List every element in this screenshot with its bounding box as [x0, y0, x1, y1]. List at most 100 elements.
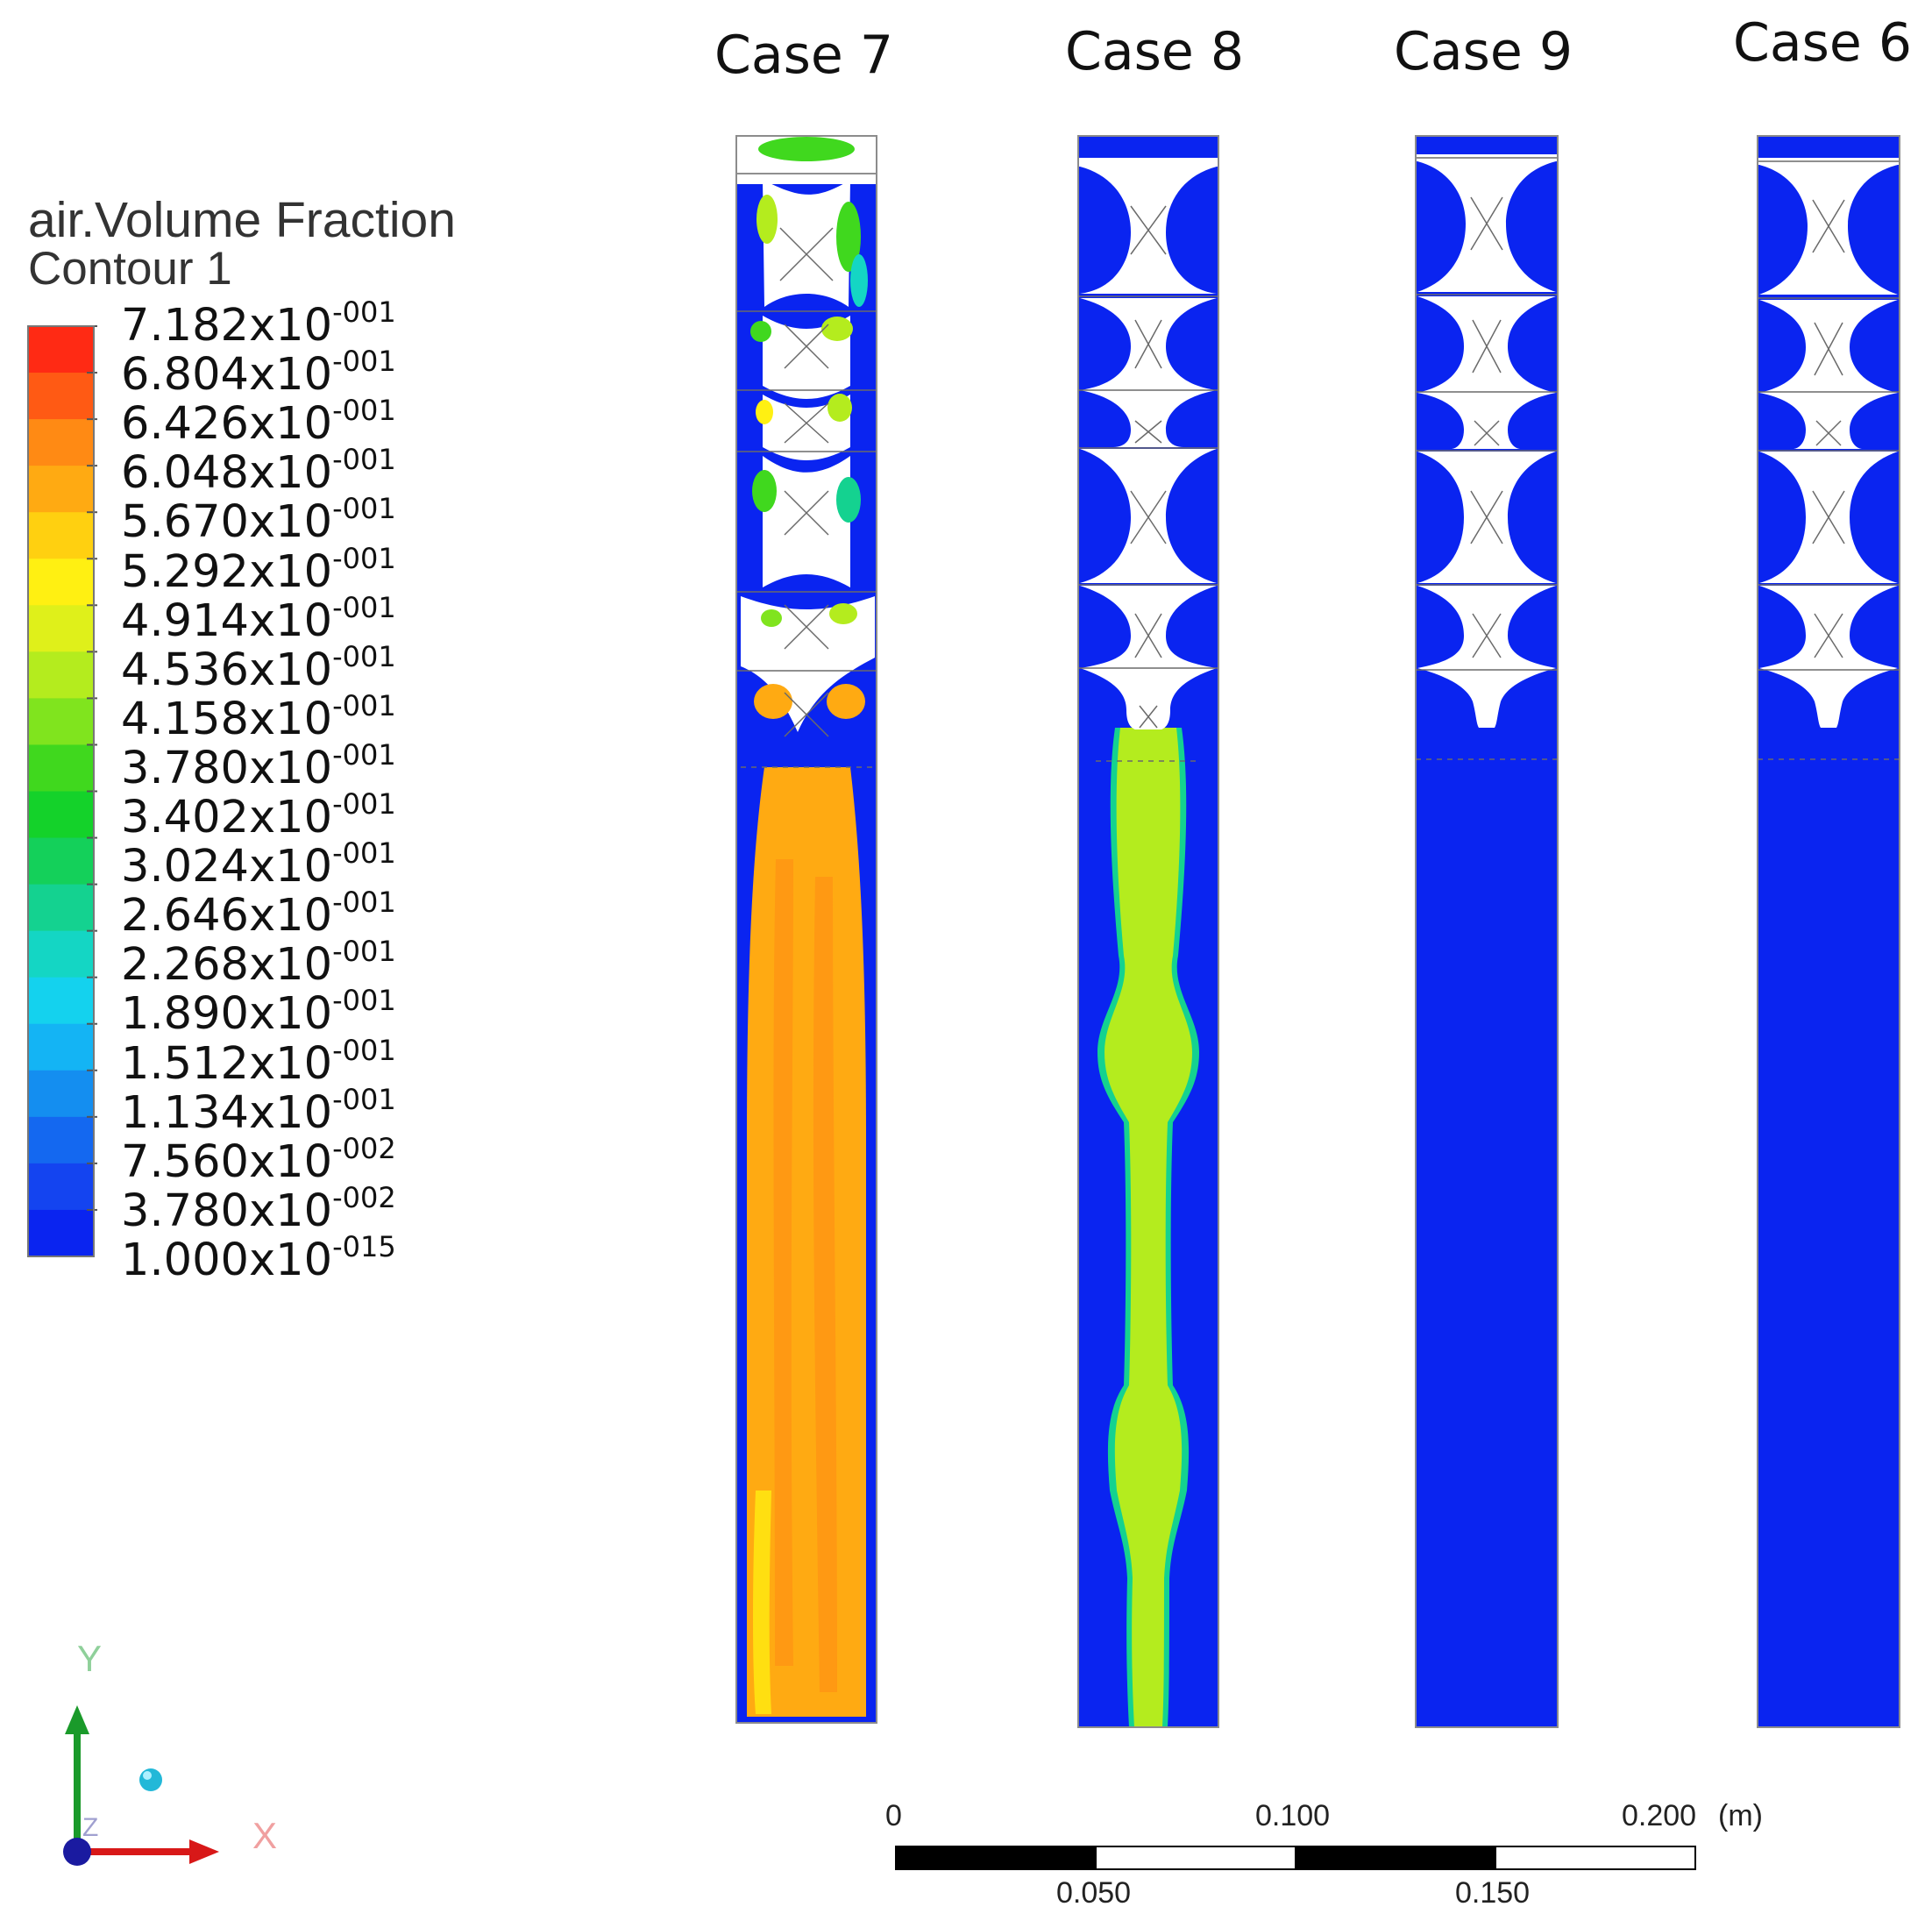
case-8-top-band — [1078, 158, 1218, 167]
scale-bar — [895, 1846, 1696, 1870]
colorbar-segment — [28, 977, 94, 1025]
case-7-outline — [735, 135, 877, 1724]
view-sphere-icon — [139, 1768, 162, 1791]
axis-triad — [63, 1705, 219, 1866]
colorbar-label-mantissa: 3.780x10 — [121, 1185, 333, 1237]
case-9-pocket — [1417, 668, 1556, 728]
colorbar-label-exponent: -001 — [332, 345, 396, 379]
case-7-pocket — [741, 596, 875, 732]
colorbar-segment — [28, 419, 94, 466]
colorbar-label-exponent: -001 — [332, 639, 396, 673]
case-9-baffles — [1416, 157, 1558, 760]
colorbar-label-exponent: -001 — [332, 1033, 396, 1067]
case-9-contour — [1415, 135, 1559, 1728]
colorbar-segment — [28, 744, 94, 793]
case-8-air-core — [1105, 728, 1192, 1727]
colorbar-label-mantissa: 6.426x10 — [121, 398, 333, 451]
case-8-pocket — [1080, 390, 1217, 447]
colorbar-segment — [28, 791, 94, 839]
legend-subtitle: Contour 1 — [28, 243, 232, 295]
case-7-neck — [827, 684, 865, 719]
case-7-patch — [761, 609, 782, 627]
colorbar-label-exponent: -001 — [332, 787, 396, 822]
colorbar-label-exponent: -001 — [332, 935, 396, 969]
case-8-pocket — [1080, 586, 1217, 668]
colorbar-segment — [28, 698, 94, 746]
colorbar-label-exponent: -001 — [332, 492, 396, 526]
case-9-pocket — [1417, 586, 1556, 668]
scale-bar-segment — [1295, 1846, 1496, 1870]
scale-label-0: 0 — [885, 1799, 902, 1832]
colorbar-label-mantissa: 2.268x10 — [121, 939, 333, 992]
colorbar-label-mantissa: 6.048x10 — [121, 447, 333, 500]
case-6-pocket — [1759, 586, 1898, 668]
colorbar-label-mantissa: 1.890x10 — [121, 988, 333, 1041]
case-6-outline — [1757, 135, 1900, 1728]
colorbar-label-mantissa: 5.670x10 — [121, 496, 333, 549]
case-7-patch — [836, 202, 861, 272]
colorbar-label-mantissa: 6.804x10 — [121, 349, 333, 402]
case-8-pocket — [1080, 668, 1217, 729]
case-7-patch — [821, 317, 853, 341]
colorbar-label: 6.804x10-001 — [121, 347, 396, 397]
colorbar-label-mantissa: 1.512x10 — [121, 1037, 333, 1090]
case-7-patch — [829, 603, 857, 624]
colorbar-label: 7.560x10-002 — [121, 1135, 396, 1185]
colorbar-frame — [27, 325, 95, 1257]
case-8-contour — [1077, 135, 1219, 1728]
case-7-patch — [827, 394, 852, 422]
case-6-pocket — [1759, 668, 1898, 728]
colorbar-label: 4.914x10-001 — [121, 594, 396, 644]
colorbar-label: 1.000x10-015 — [121, 1233, 396, 1283]
colorbar-segment — [28, 884, 94, 932]
colorbar-label-mantissa: 4.914x10 — [121, 594, 333, 647]
case-6-contour — [1757, 135, 1900, 1728]
colorbar-segment — [28, 930, 94, 978]
case-6-pocket — [1759, 393, 1898, 449]
legend-title: air.Volume Fraction — [28, 192, 456, 248]
colorbar-label-exponent: -001 — [332, 737, 396, 772]
colorbar-label-mantissa: 3.024x10 — [121, 841, 333, 893]
case-9-pocket — [1417, 161, 1556, 292]
view-sphere-highlight-icon — [143, 1771, 152, 1780]
colorbar-label: 6.048x10-001 — [121, 445, 396, 495]
case-9-outline — [1415, 135, 1559, 1728]
colorbar-label: 3.024x10-001 — [121, 839, 396, 889]
case-6-pocket — [1759, 165, 1898, 295]
colorbar-segment — [28, 605, 94, 652]
colorbar-label: 1.134x10-001 — [121, 1085, 396, 1135]
colorbar-label-mantissa: 1.000x10 — [121, 1234, 333, 1286]
colorbar-label-exponent: -001 — [332, 886, 396, 920]
colorbar-segment — [28, 1209, 94, 1257]
colorbar-label: 4.158x10-001 — [121, 692, 396, 742]
colorbar-label-exponent: -001 — [332, 541, 396, 575]
colorbar-label: 1.890x10-001 — [121, 986, 396, 1036]
scale-label-0-150: 0.150 — [1455, 1876, 1531, 1910]
colorbar-label: 3.402x10-001 — [121, 790, 396, 840]
colorbar-label: 7.182x10-001 — [121, 298, 396, 348]
case-7-air-core-inner — [813, 877, 837, 1692]
case-7-patch — [756, 195, 778, 244]
colorbar-label: 3.780x10-002 — [121, 1184, 396, 1234]
case-7-baffles — [736, 173, 877, 768]
y-axis-label: Y — [77, 1638, 103, 1679]
case-7-band — [736, 167, 877, 184]
case-7-title: Case 7 — [714, 25, 894, 86]
z-axis-origin — [63, 1838, 91, 1866]
scale-bar-segment — [1495, 1846, 1696, 1870]
colorbar-segment — [28, 373, 94, 420]
case-7-air-core-inner — [773, 859, 793, 1666]
colorbar-label: 2.646x10-001 — [121, 888, 396, 938]
colorbar-label-exponent: -002 — [332, 1180, 396, 1214]
y-axis-arrowhead — [65, 1705, 89, 1734]
colorbar-segment — [28, 326, 94, 374]
colorbar — [27, 325, 97, 1257]
case-7-patch — [836, 477, 861, 523]
colorbar-segment — [28, 1023, 94, 1071]
colorbar-segment — [28, 1163, 94, 1211]
colorbar-segment — [28, 1070, 94, 1118]
case-8-outline — [1077, 135, 1219, 1728]
scale-label-0-050: 0.050 — [1056, 1876, 1132, 1910]
case-6-baffles — [1758, 160, 1900, 760]
